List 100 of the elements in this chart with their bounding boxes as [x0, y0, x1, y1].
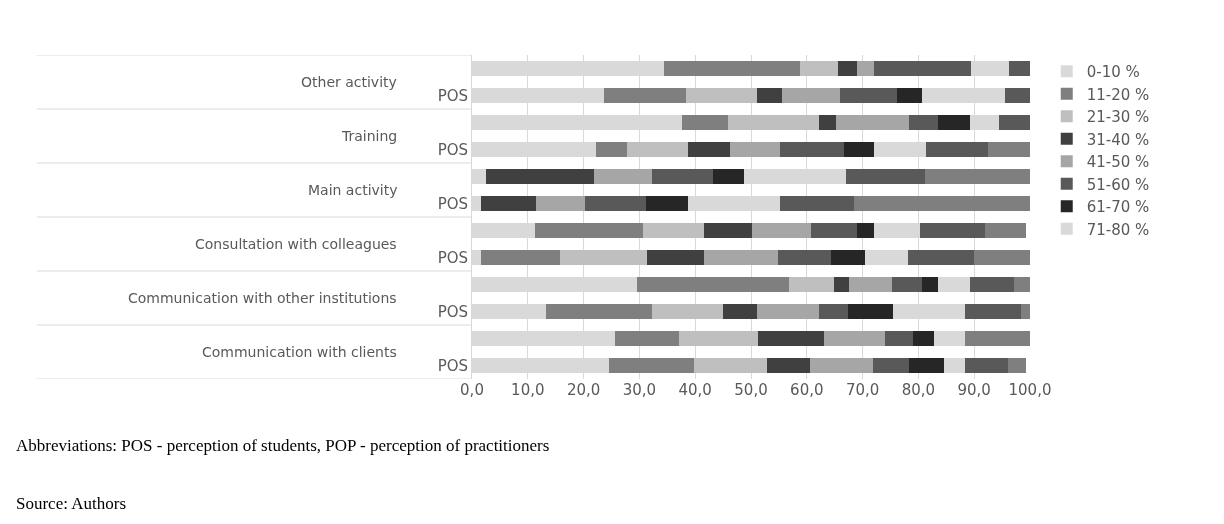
bar — [627, 142, 688, 157]
bar — [780, 196, 855, 211]
legend-label: 21-30 % — [1086, 108, 1150, 127]
bar — [912, 331, 935, 346]
bar — [964, 304, 1021, 319]
bar — [809, 358, 873, 373]
bar — [713, 169, 744, 184]
bar — [897, 88, 923, 103]
bar — [682, 115, 729, 130]
bar — [999, 115, 1030, 130]
bar — [843, 142, 875, 157]
bar — [782, 88, 840, 103]
bar — [926, 142, 988, 157]
x-tick-label: 0,0 — [460, 381, 484, 399]
bar — [686, 88, 758, 103]
bar — [934, 331, 965, 346]
bar — [757, 88, 783, 103]
y-tick-label: POS — [437, 86, 468, 105]
bar — [974, 250, 1030, 265]
bar — [835, 115, 909, 130]
bar — [857, 61, 875, 76]
text: Consultation with colleagues — [195, 236, 397, 252]
bar — [922, 277, 938, 292]
bar — [834, 277, 850, 292]
bar — [535, 196, 586, 211]
text: Training — [341, 128, 398, 144]
bar — [693, 358, 767, 373]
x-tick-label: 90,0 — [957, 381, 991, 399]
legend-label: 11-20 % — [1086, 85, 1150, 104]
bar — [839, 88, 898, 103]
bar — [1020, 304, 1030, 319]
bar — [645, 196, 688, 211]
x-tick-label: 60,0 — [790, 381, 824, 399]
bar — [1004, 88, 1030, 103]
bar — [636, 277, 789, 292]
bar — [818, 115, 836, 130]
bar — [831, 250, 865, 265]
y-tick-label: POS — [437, 302, 468, 321]
bar — [751, 223, 811, 238]
bar — [800, 61, 839, 76]
bar — [884, 331, 913, 346]
bar — [703, 250, 779, 265]
y-tick-label: POS — [437, 356, 468, 375]
bar — [969, 277, 1015, 292]
bar — [1014, 277, 1030, 292]
bar — [603, 88, 687, 103]
bar — [872, 358, 909, 373]
bar — [585, 196, 646, 211]
bar — [874, 61, 972, 76]
bar — [728, 115, 819, 130]
bar — [651, 169, 714, 184]
bar — [857, 223, 875, 238]
legend-label: 31-40 % — [1086, 130, 1150, 149]
bar — [788, 277, 835, 292]
bar — [593, 169, 652, 184]
bar — [964, 331, 1030, 346]
bar — [757, 304, 819, 319]
bar — [937, 115, 970, 130]
text: Other activity — [301, 74, 397, 90]
bar — [908, 115, 938, 130]
legend-label: 0-10 % — [1086, 63, 1140, 82]
bar — [943, 358, 965, 373]
bar — [846, 169, 926, 184]
bar — [778, 250, 832, 265]
x-tick-label: 30,0 — [622, 381, 657, 399]
x-tick-label: 20,0 — [566, 381, 601, 399]
bar — [614, 331, 680, 346]
bar — [919, 223, 985, 238]
text: Main activity — [308, 182, 398, 198]
bar — [481, 250, 561, 265]
bar — [849, 277, 892, 292]
bar — [545, 304, 652, 319]
x-tick-label: 10,0 — [511, 381, 545, 399]
bar — [847, 304, 893, 319]
x-tick-label: 70,0 — [845, 381, 880, 399]
y-tick-label: POS — [437, 140, 468, 159]
bar — [485, 169, 594, 184]
x-tick-label: 40,0 — [678, 381, 712, 399]
bar — [722, 304, 758, 319]
x-tick-label: 100,0 — [1008, 381, 1052, 399]
bar — [838, 61, 858, 76]
bar — [703, 223, 752, 238]
y-tick-label: POS — [437, 194, 468, 213]
bar — [1008, 358, 1027, 373]
bar — [687, 142, 731, 157]
bar — [823, 331, 885, 346]
bar — [984, 223, 1027, 238]
bar — [908, 358, 944, 373]
y-tick-label: POS — [437, 248, 468, 267]
text: Abbreviations: POS - perception of students, POP - perception of practitioners — [16, 436, 550, 455]
bar — [663, 61, 801, 76]
bar — [646, 250, 704, 265]
bar — [818, 304, 848, 319]
bar — [987, 142, 1030, 157]
x-tick-label: 80,0 — [901, 381, 936, 399]
source-note: Source: Authors — [16, 494, 127, 513]
text: Communication with clients — [202, 344, 397, 360]
bar — [780, 142, 844, 157]
bar — [964, 358, 1009, 373]
bar — [595, 142, 628, 157]
